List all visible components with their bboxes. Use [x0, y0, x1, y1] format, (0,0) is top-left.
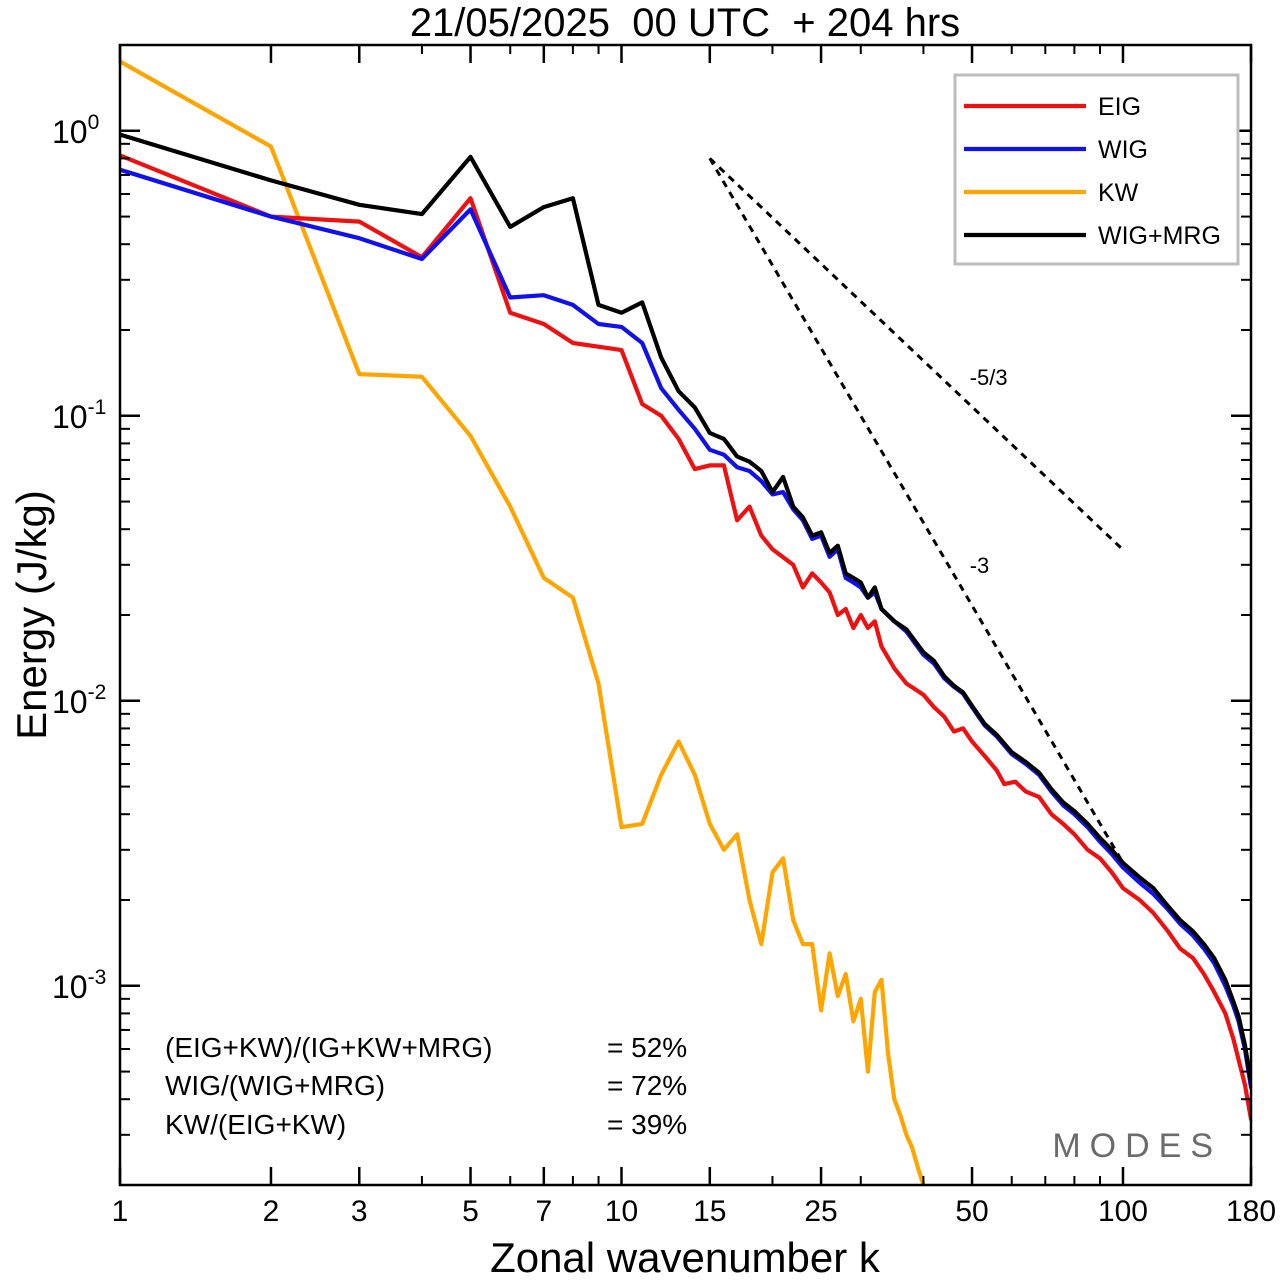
x-tick-label: 5: [462, 1195, 479, 1228]
x-tick-label: 10: [605, 1195, 638, 1228]
x-tick-label: 2: [263, 1195, 280, 1228]
reference-lines-group: -5/3 -3: [708, 157, 1125, 864]
reference-line-slope-3: [708, 157, 1125, 864]
series-line-wig: [120, 167, 1251, 1090]
x-tick-label: 15: [693, 1195, 726, 1228]
legend-label-wig: WIG: [1098, 136, 1148, 164]
x-tick-label: 1: [112, 1195, 129, 1228]
legend: EIG WIG KW WIG+MRG: [953, 73, 1240, 266]
series-line-kw: [120, 59, 926, 1185]
series-group: [120, 59, 1251, 1185]
y-tick-label: 10-1: [52, 396, 106, 435]
x-tick-label: 50: [955, 1195, 988, 1228]
ratio-annotations: (EIG+KW)/(IG+KW+MRG) = 52% WIG/(WIG+MRG)…: [165, 1032, 687, 1140]
ratio-wig-value: = 72%: [607, 1070, 687, 1101]
x-axis: 1 2 3 5 7 10 15 25 50 100 180: [112, 45, 1276, 1228]
ratio-eig-kw-label: (EIG+KW)/(IG+KW+MRG): [165, 1032, 492, 1063]
reference-line-slope-5-3: [708, 157, 1125, 551]
chart-title: 21/05/2025 00 UTC + 204 hrs: [410, 1, 960, 45]
modes-watermark: MODES: [1052, 1127, 1222, 1165]
series-line-eig: [120, 153, 1251, 1122]
x-tick-label: 180: [1226, 1195, 1276, 1228]
reference-label-slope-3: -3: [970, 553, 990, 578]
legend-label-wig-mrg: WIG+MRG: [1098, 222, 1221, 250]
ratio-wig-label: WIG/(WIG+MRG): [165, 1070, 385, 1101]
legend-label-eig: EIG: [1098, 93, 1141, 121]
y-tick-label: 10-3: [52, 966, 106, 1005]
y-axis: 100 10-1 10-2 10-3: [52, 44, 1251, 1186]
legend-label-kw: KW: [1098, 179, 1139, 207]
x-tick-label: 3: [351, 1195, 368, 1228]
series-line-wig-mrg: [120, 132, 1251, 1085]
x-axis-label: Zonal wavenumber k: [490, 1234, 881, 1281]
legend-items: EIG WIG KW WIG+MRG: [964, 93, 1221, 250]
x-tick-label: 25: [804, 1195, 837, 1228]
ratio-eig-kw-value: = 52%: [607, 1032, 687, 1063]
y-tick-label: 100: [52, 111, 99, 150]
y-tick-label: 10-2: [52, 681, 106, 720]
reference-label-slope-5-3: -5/3: [970, 365, 1008, 390]
y-axis-label: Energy (J/kg): [8, 490, 55, 740]
x-tick-label: 7: [535, 1195, 552, 1228]
x-tick-label: 100: [1098, 1195, 1148, 1228]
ratio-kw-value: = 39%: [607, 1109, 687, 1140]
ratio-kw-label: KW/(EIG+KW): [165, 1109, 346, 1140]
